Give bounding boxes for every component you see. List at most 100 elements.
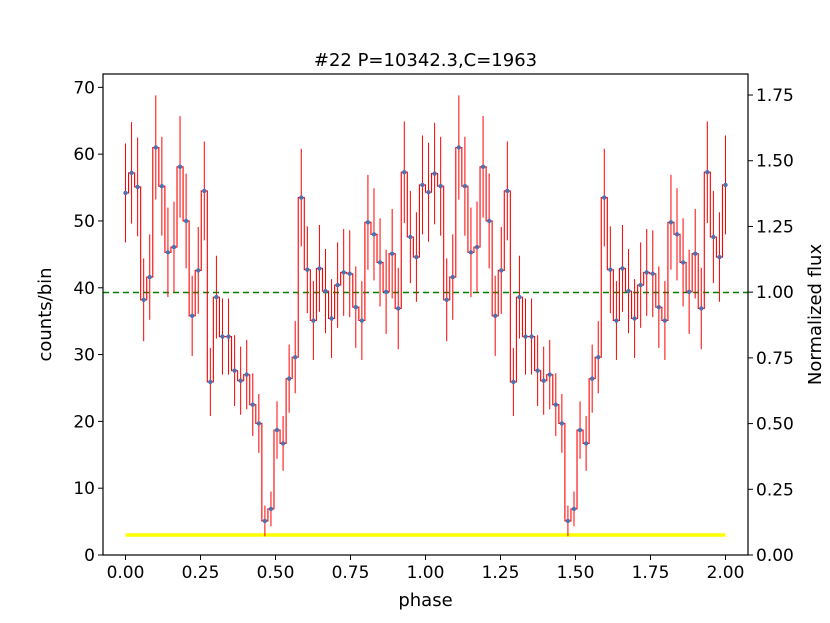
- data-point: [577, 427, 583, 433]
- data-point: [626, 288, 631, 294]
- data-point: [468, 250, 474, 255]
- x-tick-label: 1.00: [407, 563, 445, 583]
- data-point: [183, 218, 189, 224]
- x-axis-label: phase: [398, 590, 452, 611]
- y2-tick-label: 0.00: [756, 546, 794, 566]
- data-point: [456, 145, 462, 150]
- chart-title: #22 P=10342.3,C=1963: [314, 50, 537, 71]
- data-point: [280, 441, 286, 446]
- data-point: [723, 182, 728, 188]
- data-point: [196, 268, 201, 273]
- data-point: [244, 372, 249, 377]
- data-point: [656, 304, 662, 310]
- data-point: [214, 294, 219, 300]
- data-point: [347, 271, 352, 276]
- data-point: [396, 306, 401, 311]
- data-point: [268, 506, 274, 512]
- data-point: [596, 355, 601, 360]
- data-point: [711, 234, 716, 240]
- y-tick-label: 20: [73, 412, 95, 432]
- data-point: [692, 251, 698, 256]
- data-point: [311, 318, 316, 323]
- y-axis-right: 0.00 0.25 0.50 0.75 1.00 1.25 1.50 1.75: [748, 86, 794, 566]
- x-tick-label: 0.00: [107, 563, 145, 583]
- data-point: [450, 274, 455, 280]
- data-point: [208, 379, 213, 385]
- data-point: [408, 234, 413, 240]
- data-point: [686, 289, 692, 294]
- data-point: [638, 282, 643, 288]
- x-tick-label: 0.25: [182, 563, 220, 583]
- data-point: [353, 304, 359, 310]
- data-point: [323, 288, 328, 294]
- y-axis-label: counts/bin: [35, 267, 56, 361]
- data-point: [147, 274, 152, 280]
- data-point: [420, 182, 425, 188]
- x-tick-label: 0.75: [332, 563, 370, 583]
- data-point: [250, 402, 255, 407]
- data-point: [559, 421, 565, 426]
- x-tick-label: 0.50: [257, 563, 295, 583]
- data-point: [286, 376, 292, 381]
- data-point: [141, 297, 146, 303]
- data-point: [220, 334, 225, 339]
- data-point: [153, 145, 159, 150]
- data-point: [177, 164, 183, 170]
- y2-axis-label: Normalized flux: [805, 244, 826, 386]
- data-point: [171, 244, 177, 250]
- data-point: [262, 518, 268, 524]
- data-point: [705, 170, 710, 175]
- y2-tick-label: 1.50: [756, 152, 794, 172]
- data-point: [335, 282, 340, 288]
- data-point: [480, 164, 486, 170]
- data-point: [123, 190, 128, 196]
- data-point: [274, 427, 280, 433]
- data-point: [602, 195, 607, 200]
- data-point: [499, 268, 504, 273]
- y2-tick-label: 1.75: [756, 86, 794, 106]
- data-point: [359, 318, 365, 323]
- x-tick-label: 1.25: [482, 563, 520, 583]
- data-point: [474, 244, 480, 250]
- data-point: [341, 270, 346, 275]
- data-point: [305, 267, 310, 272]
- data-point: [317, 266, 322, 271]
- data-point: [426, 190, 431, 195]
- data-point: [608, 267, 613, 272]
- y2-tick-label: 1.00: [756, 283, 794, 303]
- data-point: [402, 170, 407, 175]
- data-point: [256, 421, 262, 426]
- y-tick-label: 60: [73, 145, 95, 165]
- data-point: [699, 306, 704, 311]
- y-tick-label: 50: [73, 212, 95, 232]
- data-point: [377, 260, 383, 265]
- data-point: [202, 188, 207, 194]
- data-point: [529, 334, 534, 339]
- data-point: [571, 506, 577, 512]
- x-tick-label: 1.50: [557, 563, 595, 583]
- data-point: [165, 250, 171, 255]
- data-point: [583, 441, 589, 446]
- data-point: [438, 184, 443, 189]
- data-point: [492, 313, 498, 319]
- y-tick-label: 0: [84, 546, 95, 566]
- y2-tick-label: 0.50: [756, 415, 794, 435]
- data-point: [589, 376, 595, 381]
- data-point: [329, 316, 334, 321]
- data-point: [444, 297, 449, 303]
- data-point: [414, 254, 419, 260]
- data-point: [565, 518, 571, 524]
- x-axis: 0.00 0.25 0.50 0.75 1.00 1.25 1.50 1.75 2.00: [107, 555, 744, 583]
- data-point: [650, 271, 655, 276]
- data-point: [432, 171, 437, 176]
- data-point: [383, 289, 389, 294]
- data-point: [535, 368, 540, 373]
- y-axis-left: 0 10 20 30 40 50 60 70: [73, 78, 103, 566]
- data-point: [292, 355, 298, 360]
- data-point: [644, 270, 649, 275]
- data-point: [371, 232, 377, 237]
- data-point: [680, 260, 686, 265]
- data-point: [668, 220, 674, 225]
